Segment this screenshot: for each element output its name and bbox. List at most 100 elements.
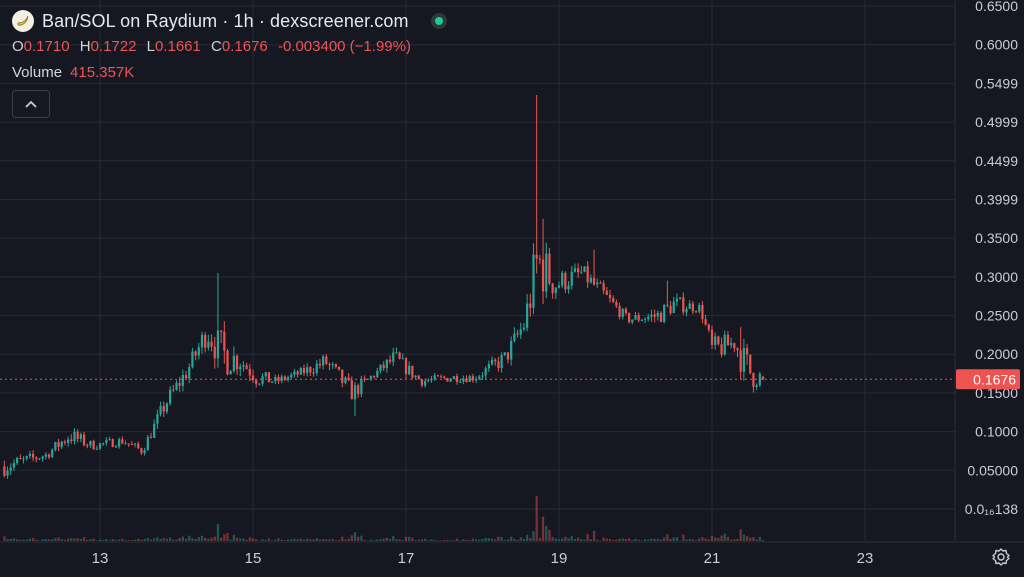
candle-body [325,356,328,364]
candle-body [102,443,105,445]
candle-body [443,376,446,378]
volume-bar [605,538,608,541]
x-tick-label: 21 [704,550,721,567]
volume-bar [656,538,659,541]
candle-body [302,368,306,374]
candle-body [414,375,417,378]
candle-body [580,271,583,273]
candle-body [663,304,666,322]
volume-bar [118,539,121,541]
candle-body [398,352,401,359]
y-tick-label: 0.3000 [975,269,1018,285]
volume-bar [490,538,494,541]
candle-body [111,439,114,447]
candle-body [178,382,181,386]
live-status-dot-icon [430,13,447,29]
volume-bar [529,537,532,541]
candle-body [312,372,315,374]
candle-body [19,457,22,459]
candle-body [315,363,318,373]
candle-body [449,378,452,382]
candle-body [608,294,612,299]
candle-body [621,308,624,317]
volume-value: 415.357K [70,64,135,81]
chevron-up-icon [25,100,37,108]
candle-body [707,324,710,330]
candle-body [6,470,9,476]
volume-bar [223,534,226,541]
price-axis[interactable]: 0.6500 0.6000 0.5499 0.4999 0.4499 0.3999 0.35… [965,0,1018,517]
volume-bar [701,537,704,541]
volume-bar [369,539,373,541]
last-price-marker: 0.1676 [0,369,1020,390]
settings-button[interactable] [988,544,1014,570]
volume-bar [589,539,592,541]
candle-body [79,434,82,439]
candle-body [114,446,118,448]
volume-bar [146,537,149,541]
x-tick-label: 19 [551,550,568,567]
candle-body [643,319,647,321]
candle-body [169,389,172,404]
candle-body [172,389,175,391]
candle-body [717,336,720,345]
candle-body [130,444,133,446]
volume-bar [159,538,162,541]
candle-body [710,329,714,345]
change-value: -0.003400 (−1.99%) [277,38,411,55]
volume-bar [710,535,714,541]
candle-body [318,363,322,366]
collapse-legend-button[interactable] [12,90,50,118]
volume-bar [379,539,382,541]
y-tick-label: 0.6500 [975,0,1018,14]
volume-bar [717,538,720,541]
volume-bar [755,539,758,541]
candle-body [395,352,398,354]
volume-bar [526,534,529,541]
volume-bar [92,538,95,541]
volume-bar [420,539,424,541]
candle-body [216,330,220,359]
candle-body [44,454,47,457]
volume-bar [133,539,137,541]
candle-body [557,285,561,288]
volume-bar [634,538,637,541]
candle-body [213,346,216,359]
volume-bar [666,534,669,541]
volume-bar [596,539,599,541]
volume-bar [452,540,455,541]
candle-body [388,359,392,362]
volume-bar [331,538,334,541]
candle-body [341,369,344,384]
candle-body [647,316,650,320]
candle-body [149,436,153,438]
volume-bar [169,537,172,541]
volume-bar [149,539,153,541]
volume-bar [573,538,577,541]
low-value: 0.1661 [154,38,201,55]
time-axis[interactable]: 13 15 17 19 21 23 [92,550,874,567]
candle-body [379,364,382,371]
volume-bar [6,538,9,541]
candle-body [293,371,296,375]
volume-bar [44,539,47,541]
volume-bar [261,539,264,541]
volume-bar [181,536,184,541]
volume-bar [761,540,765,541]
volume-bar [602,537,605,541]
candle-body [331,364,334,366]
candle-body [207,341,210,348]
candle-body [554,287,557,294]
candle-body [478,376,481,380]
volume-bar [758,536,761,541]
candle-body [156,414,159,424]
volume-bar [650,538,653,541]
volume-bar [653,538,656,541]
candle-body [239,366,242,370]
volume-bar [586,534,589,541]
volume-bar [388,538,392,541]
candle-body [551,283,554,294]
volume-bar [481,538,484,541]
candle-body [605,290,608,295]
